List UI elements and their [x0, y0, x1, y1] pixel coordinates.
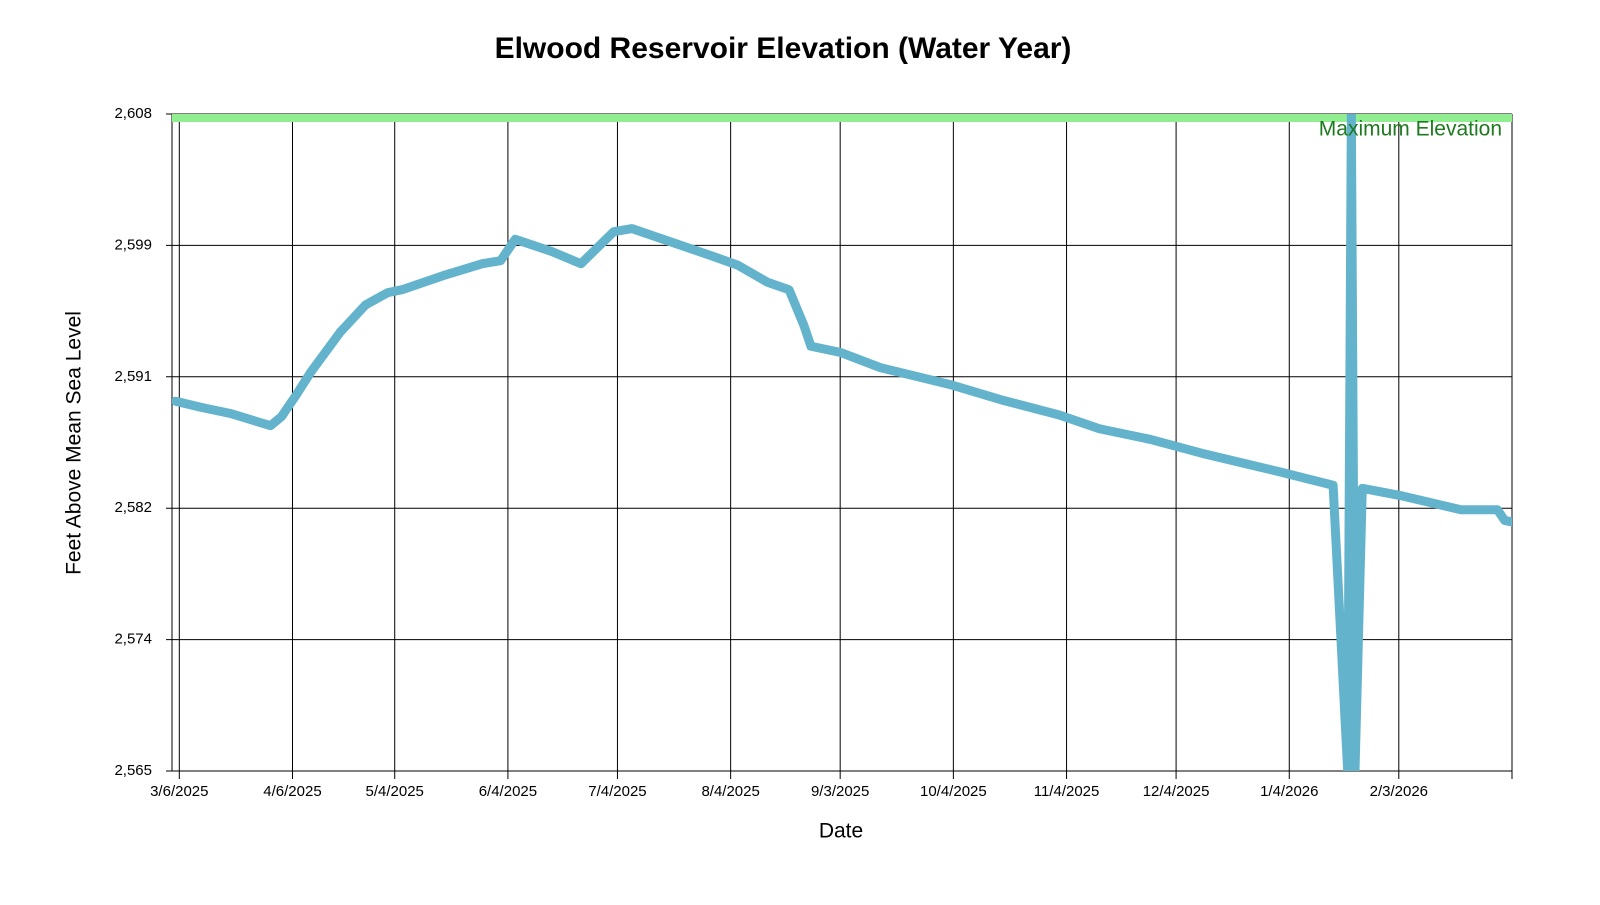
y-axis-title: Feet Above Mean Sea Level [63, 311, 86, 575]
y-tick-label: 2,599 [114, 236, 152, 253]
x-tick-label: 10/4/2025 [920, 783, 987, 800]
y-tick-label: 2,591 [114, 368, 152, 385]
x-tick-label: 9/3/2025 [811, 783, 869, 800]
x-tick-label: 12/4/2025 [1143, 783, 1210, 800]
x-tick-label: 7/4/2025 [588, 783, 646, 800]
series-line [172, 114, 1512, 771]
x-tick-label: 11/4/2025 [1034, 783, 1100, 800]
x-tick-label: 6/4/2025 [479, 783, 537, 800]
y-tick-label: 2,608 [114, 105, 152, 122]
reference-label: Maximum Elevation [1319, 118, 1502, 141]
x-tick-label: 8/4/2025 [701, 783, 759, 800]
grid [166, 113, 1513, 779]
x-axis-title: Date [819, 820, 863, 843]
x-tick-label: 3/6/2025 [150, 783, 208, 800]
y-tick-label: 2,582 [114, 499, 152, 516]
y-tick-label: 2,574 [114, 631, 152, 648]
labels: 2,565 2,574 2,582 2,591 2,599 2,608 3/6/2025 4/… [114, 105, 1502, 800]
x-tick-label: 1/4/2026 [1260, 783, 1318, 800]
x-tick-label: 2/3/2026 [1370, 783, 1428, 800]
x-tick-label: 5/4/2025 [366, 783, 424, 800]
chart-title: Elwood Reservoir Elevation (Water Year) [495, 32, 1072, 65]
plot-area [172, 114, 1512, 771]
y-tick-label: 2,565 [114, 762, 152, 779]
x-tick-label: 4/6/2025 [263, 783, 321, 800]
